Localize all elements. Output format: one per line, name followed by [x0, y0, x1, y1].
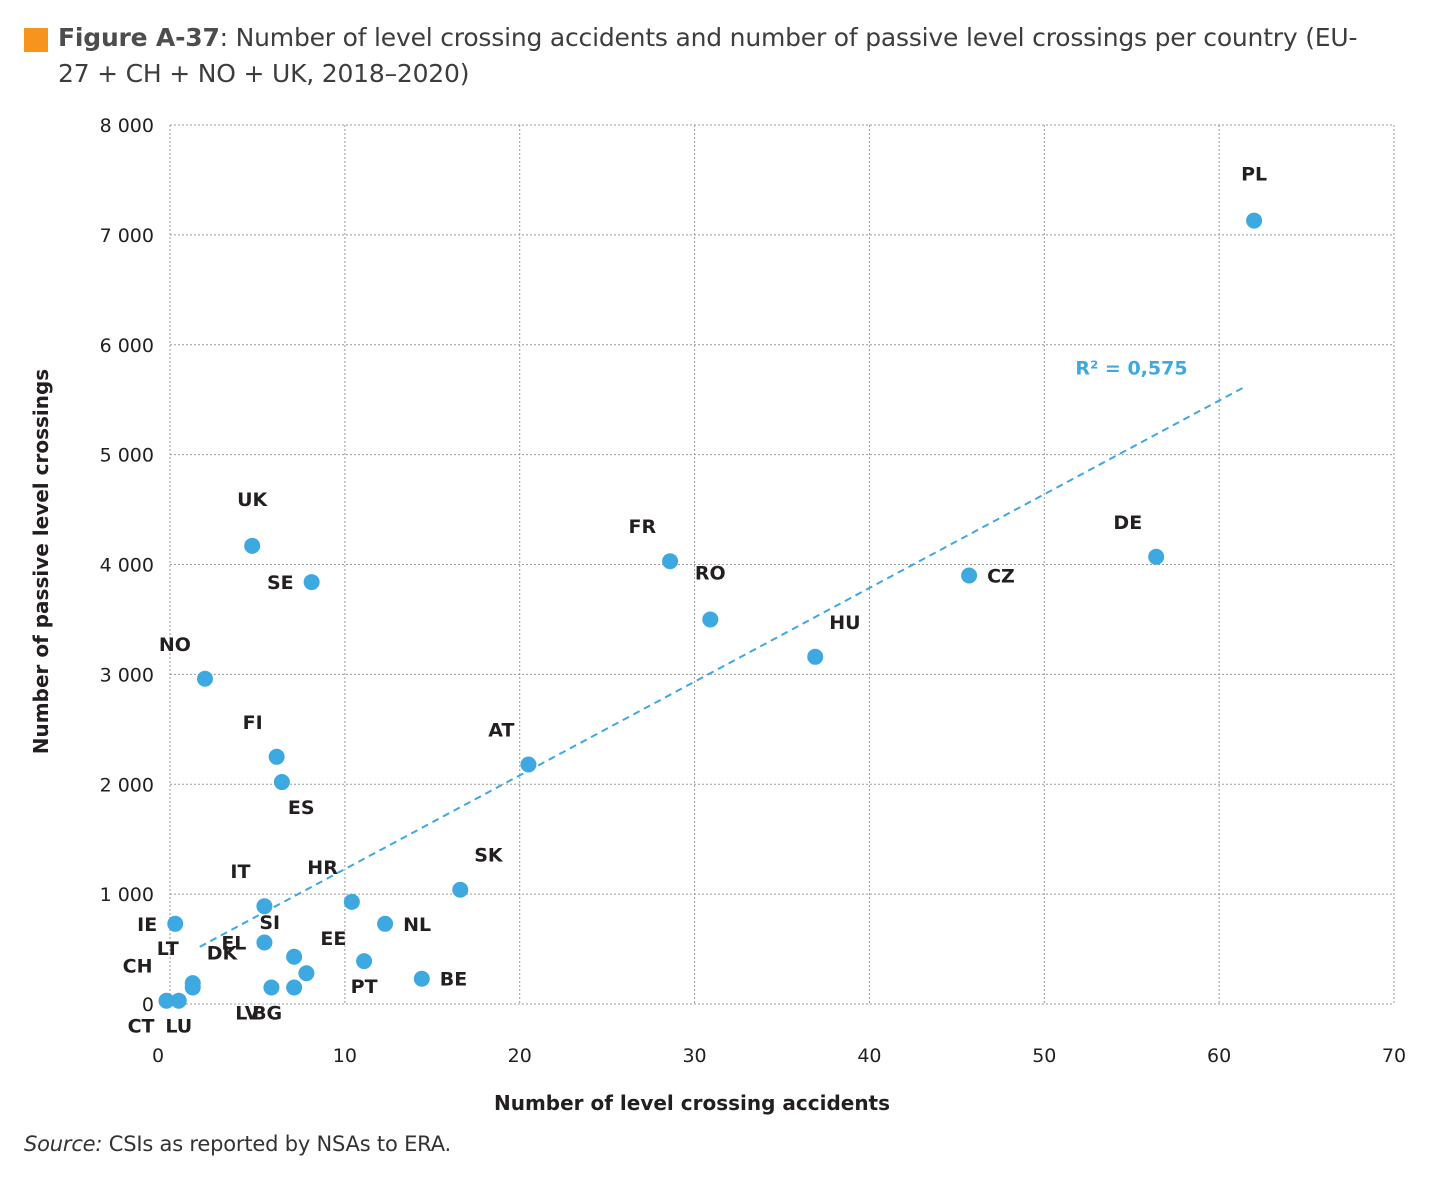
point-label: LT — [157, 938, 179, 960]
point-label: HU — [829, 612, 860, 634]
source-note: Source: CSIs as reported by NSAs to ERA. — [24, 1132, 451, 1156]
x-tick-label: 50 — [1032, 1045, 1056, 1067]
point-label: BE — [440, 969, 467, 991]
title-separator: : — [219, 23, 236, 52]
point-label: IE — [137, 914, 157, 936]
data-point — [167, 915, 184, 932]
source-text: CSIs as reported by NSAs to ERA. — [102, 1132, 451, 1156]
point-label: EE — [320, 928, 346, 950]
x-axis-title: Number of level crossing accidents — [494, 1091, 890, 1115]
point-label: CH — [123, 956, 153, 978]
point-label: AT — [488, 719, 514, 741]
data-point — [273, 774, 290, 791]
point-label: PL — [1241, 164, 1267, 186]
point-label: IT — [230, 861, 250, 883]
data-point — [303, 574, 320, 591]
point-label: DE — [1113, 512, 1142, 534]
point-label: UK — [237, 489, 268, 511]
point-label: SI — [259, 912, 280, 934]
trendline — [199, 385, 1246, 948]
point-label: CZ — [987, 565, 1015, 587]
point-label: PT — [351, 976, 378, 998]
data-point — [196, 670, 213, 687]
r-squared-label: R² = 0,575 — [1075, 358, 1187, 380]
data-point — [184, 979, 201, 996]
y-tick-label: 5 000 — [100, 445, 154, 467]
point-label: BG — [252, 1003, 282, 1025]
data-point — [702, 611, 719, 628]
data-point — [807, 648, 824, 665]
point-label: FR — [628, 516, 656, 538]
data-point — [1246, 212, 1263, 229]
x-tick-label: 60 — [1207, 1045, 1231, 1067]
data-point — [356, 953, 373, 970]
point-label: CT — [128, 1016, 155, 1038]
y-tick-label: 0 — [142, 994, 154, 1016]
data-point — [170, 992, 187, 1009]
point-label: SK — [474, 845, 504, 867]
x-tick-label: 0 — [152, 1045, 164, 1067]
title-text: Figure A-37: Number of level crossing ac… — [58, 20, 1364, 92]
data-point — [520, 756, 537, 773]
x-tick-label: 40 — [857, 1045, 881, 1067]
point-label: LU — [165, 1016, 192, 1038]
y-axis-title: Number of passive level crossings — [29, 369, 53, 754]
scatter-chart: 0 1 000 2 000 3 000 4 000 5 000 6 000 7 000 8 00… — [29, 115, 1406, 1115]
y-tick-label: 6 000 — [100, 335, 154, 357]
y-tick-label: 1 000 — [100, 884, 154, 906]
y-tick-label: 3 000 — [100, 664, 154, 686]
source-prefix: Source: — [24, 1132, 103, 1156]
data-point — [263, 979, 280, 996]
point-label: NL — [403, 914, 431, 936]
data-point — [158, 992, 175, 1009]
data-point — [1148, 548, 1165, 565]
title-marker — [24, 28, 48, 52]
data-point — [343, 893, 360, 910]
data-point — [662, 553, 679, 570]
y-tick-label: 7 000 — [100, 225, 154, 247]
point-label: ES — [288, 797, 315, 819]
data-point — [244, 537, 261, 554]
point-label: SE — [267, 572, 294, 594]
data-point — [286, 948, 303, 965]
point-label: RO — [695, 562, 726, 584]
x-tick-label: 70 — [1382, 1045, 1406, 1067]
x-tick-label: 20 — [508, 1045, 532, 1067]
data-point — [413, 970, 430, 987]
data-point — [256, 934, 273, 951]
point-label: HR — [307, 857, 338, 879]
data-point — [961, 567, 978, 584]
y-tick-label: 8 000 — [100, 115, 154, 137]
point-label: EL — [221, 932, 246, 954]
y-tick-label: 2 000 — [100, 774, 154, 796]
x-tick-label: 30 — [682, 1045, 706, 1067]
x-tick-label: 10 — [333, 1045, 357, 1067]
point-label: NO — [159, 634, 191, 656]
point-label: LV — [235, 1003, 259, 1025]
data-point — [377, 915, 394, 932]
data-point — [298, 965, 315, 982]
point-label: FI — [243, 712, 263, 734]
figure-label: Figure A-37 — [58, 23, 220, 52]
title-description: Number of level crossing accidents and n… — [58, 23, 1358, 88]
data-point — [286, 979, 303, 996]
point-label: DK — [207, 943, 239, 965]
data-point — [452, 881, 469, 898]
data-point — [256, 898, 273, 915]
y-tick-label: 4 000 — [100, 555, 154, 577]
data-point — [268, 748, 285, 765]
